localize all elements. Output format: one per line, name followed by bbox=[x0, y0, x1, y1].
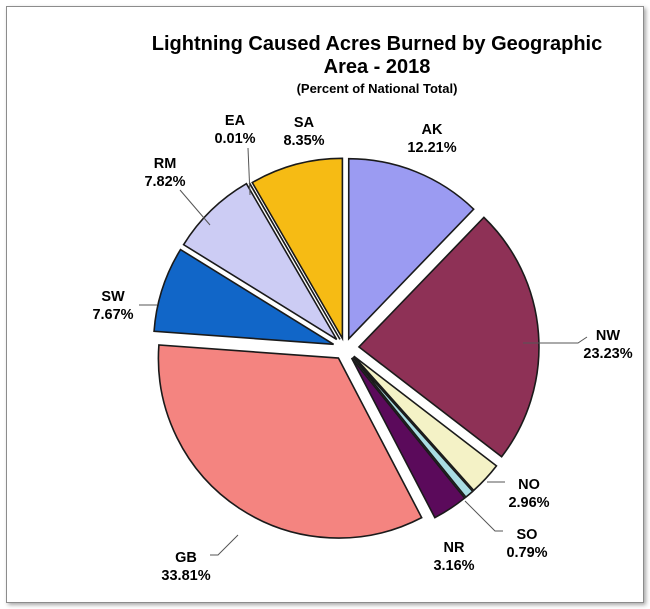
slice-label-value-so: 0.79% bbox=[506, 545, 547, 561]
slice-label-value-sw: 7.67% bbox=[92, 307, 133, 323]
slice-label-name-rm: RM bbox=[154, 156, 177, 172]
slice-nr bbox=[350, 357, 466, 519]
slice-ak bbox=[347, 157, 475, 341]
slice-sa bbox=[251, 157, 344, 342]
slice-label-name-nw: NW bbox=[596, 328, 620, 344]
slice-nw bbox=[357, 216, 540, 458]
slice-label-value-nr: 3.16% bbox=[433, 558, 474, 574]
slice-label-value-sa: 8.35% bbox=[283, 133, 324, 149]
slice-sw bbox=[153, 248, 335, 346]
slice-label-name-nr: NR bbox=[444, 540, 465, 556]
slice-label-name-no: NO bbox=[518, 477, 540, 493]
leader-line-rm bbox=[179, 189, 211, 226]
slice-label-value-ak: 12.21% bbox=[407, 140, 456, 156]
slice-label-value-ea: 0.01% bbox=[214, 131, 255, 147]
slice-label-name-sw: SW bbox=[101, 289, 125, 305]
slice-label-value-nw: 23.23% bbox=[583, 346, 632, 362]
pie-slices bbox=[153, 157, 540, 539]
leader-line-ea bbox=[247, 147, 251, 196]
slice-label-name-so: SO bbox=[517, 527, 538, 543]
slice-label-value-no: 2.96% bbox=[508, 495, 549, 511]
leader-line-nw bbox=[523, 336, 588, 344]
leader-line-so bbox=[464, 500, 503, 532]
slice-label-name-ea: EA bbox=[225, 113, 246, 129]
slice-gb bbox=[157, 344, 423, 539]
slice-label-value-gb: 33.81% bbox=[161, 568, 210, 584]
slice-rm bbox=[182, 182, 338, 341]
chart-title-line-2: Area - 2018 bbox=[324, 56, 431, 78]
slice-label-name-gb: GB bbox=[175, 550, 197, 566]
slice-so bbox=[352, 356, 474, 499]
slice-label-value-rm: 7.82% bbox=[144, 174, 185, 190]
chart-subtitle: (Percent of National Total) bbox=[297, 81, 458, 96]
leader-line-gb bbox=[210, 534, 239, 556]
chart-title-line-1: Lightning Caused Acres Burned by Geograp… bbox=[152, 33, 602, 55]
slice-no bbox=[353, 355, 498, 492]
slice-label-name-ak: AK bbox=[422, 122, 443, 138]
leader-lines bbox=[139, 147, 588, 556]
slice-labels: AK 12.21% NW 23.23% NO 2.96% SO 0.79% NR 3.16% GB 3… bbox=[92, 113, 632, 584]
slice-label-name-sa: SA bbox=[294, 115, 315, 131]
